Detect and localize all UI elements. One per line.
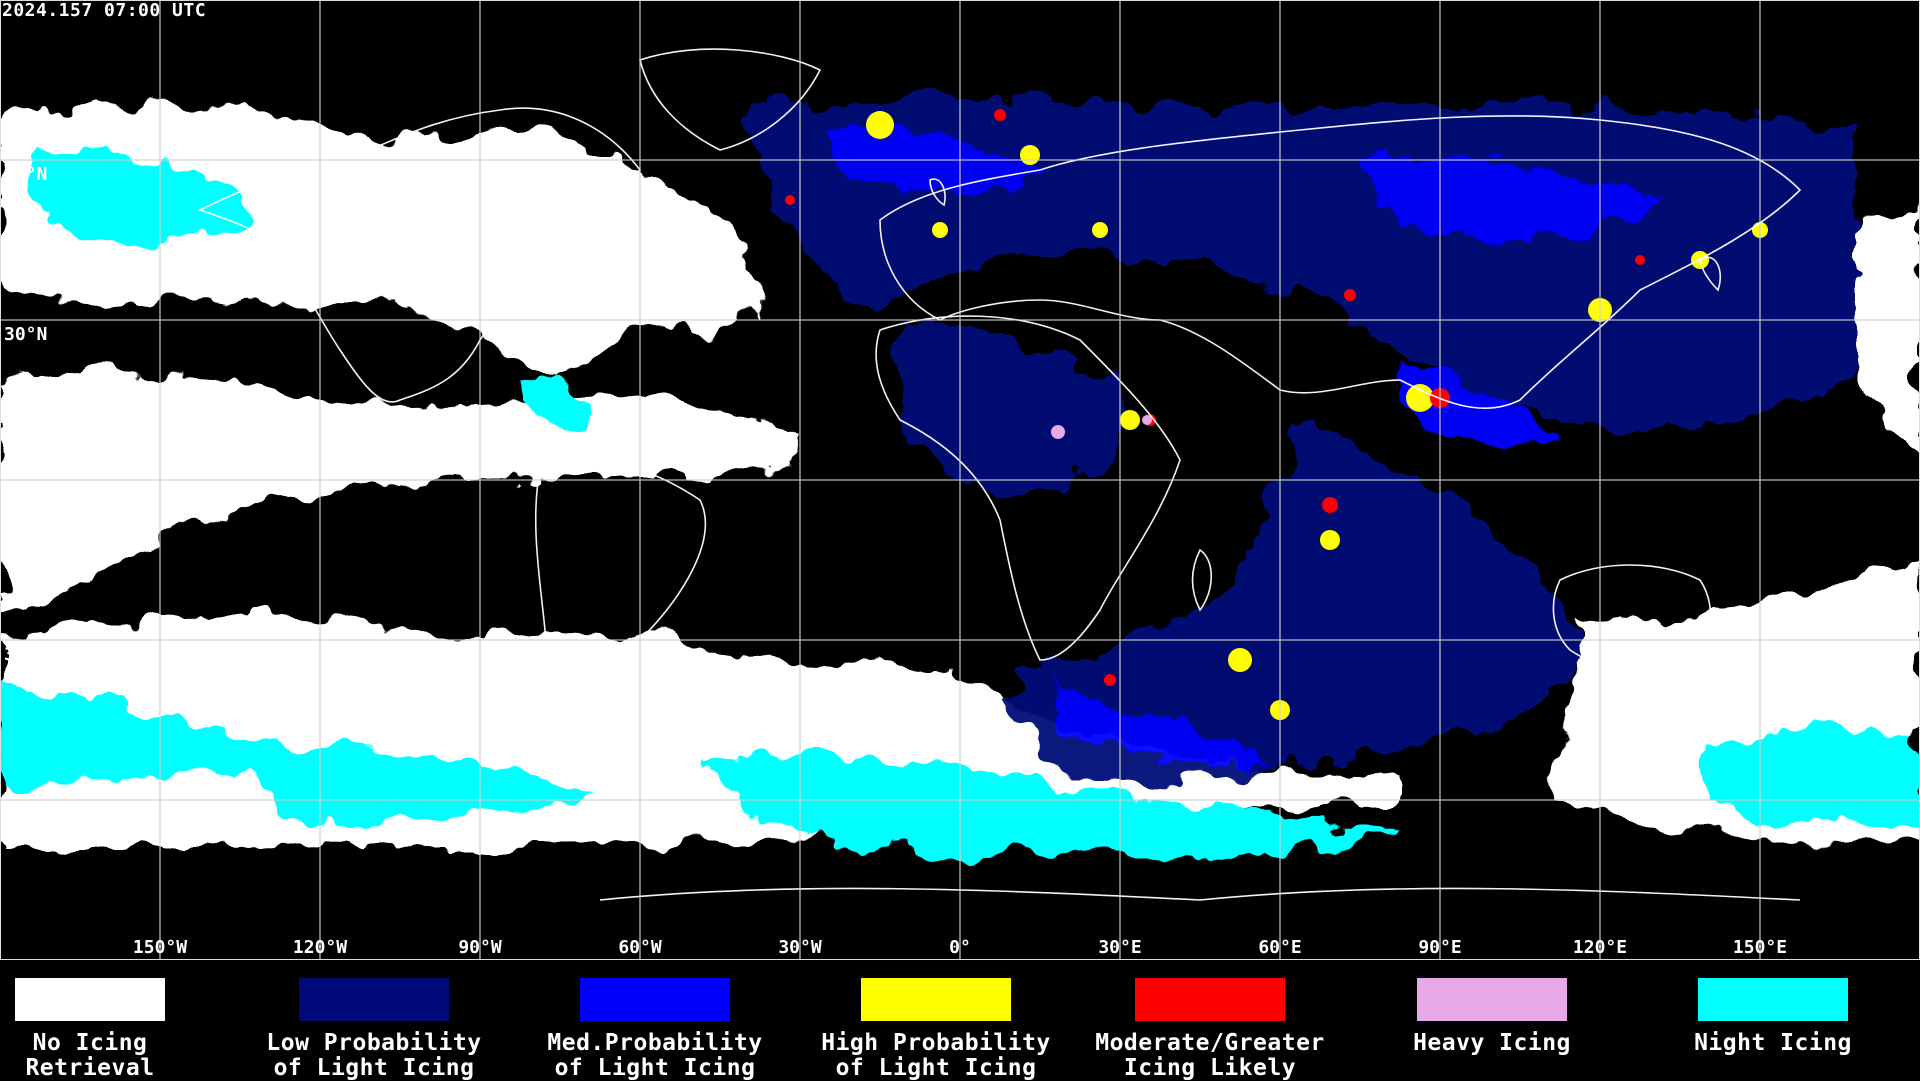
lon-label-60e: 60°E (1258, 937, 1302, 958)
lon-label-150w: 150°W (132, 937, 188, 958)
legend-label-med-prob: Med.Probability of Light Icing (547, 1030, 763, 1081)
lon-label-150e: 150°E (1732, 937, 1788, 958)
lon-label-60w: 60°W (618, 937, 662, 958)
lon-label-90w: 90°W (458, 937, 502, 958)
legend-swatch-moderate (1135, 978, 1285, 1021)
legend-label-no-icing: No Icing Retrieval (25, 1030, 155, 1081)
legend-swatch-med-prob (580, 978, 730, 1021)
lon-label-90e: 90°E (1418, 937, 1462, 958)
legend-item-night: Night Icing (1653, 978, 1893, 1056)
legend-item-moderate: Moderate/Greater Icing Likely (1090, 978, 1330, 1081)
moderate-icing-speckles (785, 109, 1645, 686)
legend-item-high-prob: High Probability of Light Icing (816, 978, 1056, 1081)
legend-swatch-low-prob (299, 978, 449, 1021)
legend-swatch-no-icing (15, 978, 165, 1021)
lat-label-60n: 60°N (4, 164, 48, 185)
legend-label-high-prob: High Probability of Light Icing (821, 1030, 1051, 1081)
lon-label-120e: 120°E (1572, 937, 1628, 958)
legend-swatch-night (1698, 978, 1848, 1021)
legend-label-heavy: Heavy Icing (1413, 1030, 1571, 1056)
heavy-icing-speckles (1051, 415, 1152, 439)
timestamp-label: 2024.157 07:00 UTC (2, 0, 207, 21)
icing-map (0, 0, 1920, 960)
legend-item-med-prob: Med.Probability of Light Icing (535, 978, 775, 1081)
legend: No Icing Retrieval Low Probability of Li… (0, 960, 1920, 1081)
legend-label-low-prob: Low Probability of Light Icing (266, 1030, 482, 1081)
legend-swatch-heavy (1417, 978, 1567, 1021)
legend-item-heavy: Heavy Icing (1372, 978, 1612, 1056)
lon-label-30e: 30°E (1098, 937, 1142, 958)
legend-swatch-high-prob (861, 978, 1011, 1021)
lat-label-30n: 30°N (4, 324, 48, 345)
lon-label-120w: 120°W (292, 937, 348, 958)
lon-label-0: 0° (949, 937, 971, 958)
legend-label-moderate: Moderate/Greater Icing Likely (1095, 1030, 1325, 1081)
legend-label-night: Night Icing (1694, 1030, 1852, 1056)
lat-label-30s: 30°S (4, 644, 48, 665)
graticule (0, 0, 1920, 960)
legend-item-no-icing: No Icing Retrieval (0, 978, 210, 1081)
legend-item-low-prob: Low Probability of Light Icing (254, 978, 494, 1081)
lon-label-30w: 30°W (778, 937, 822, 958)
